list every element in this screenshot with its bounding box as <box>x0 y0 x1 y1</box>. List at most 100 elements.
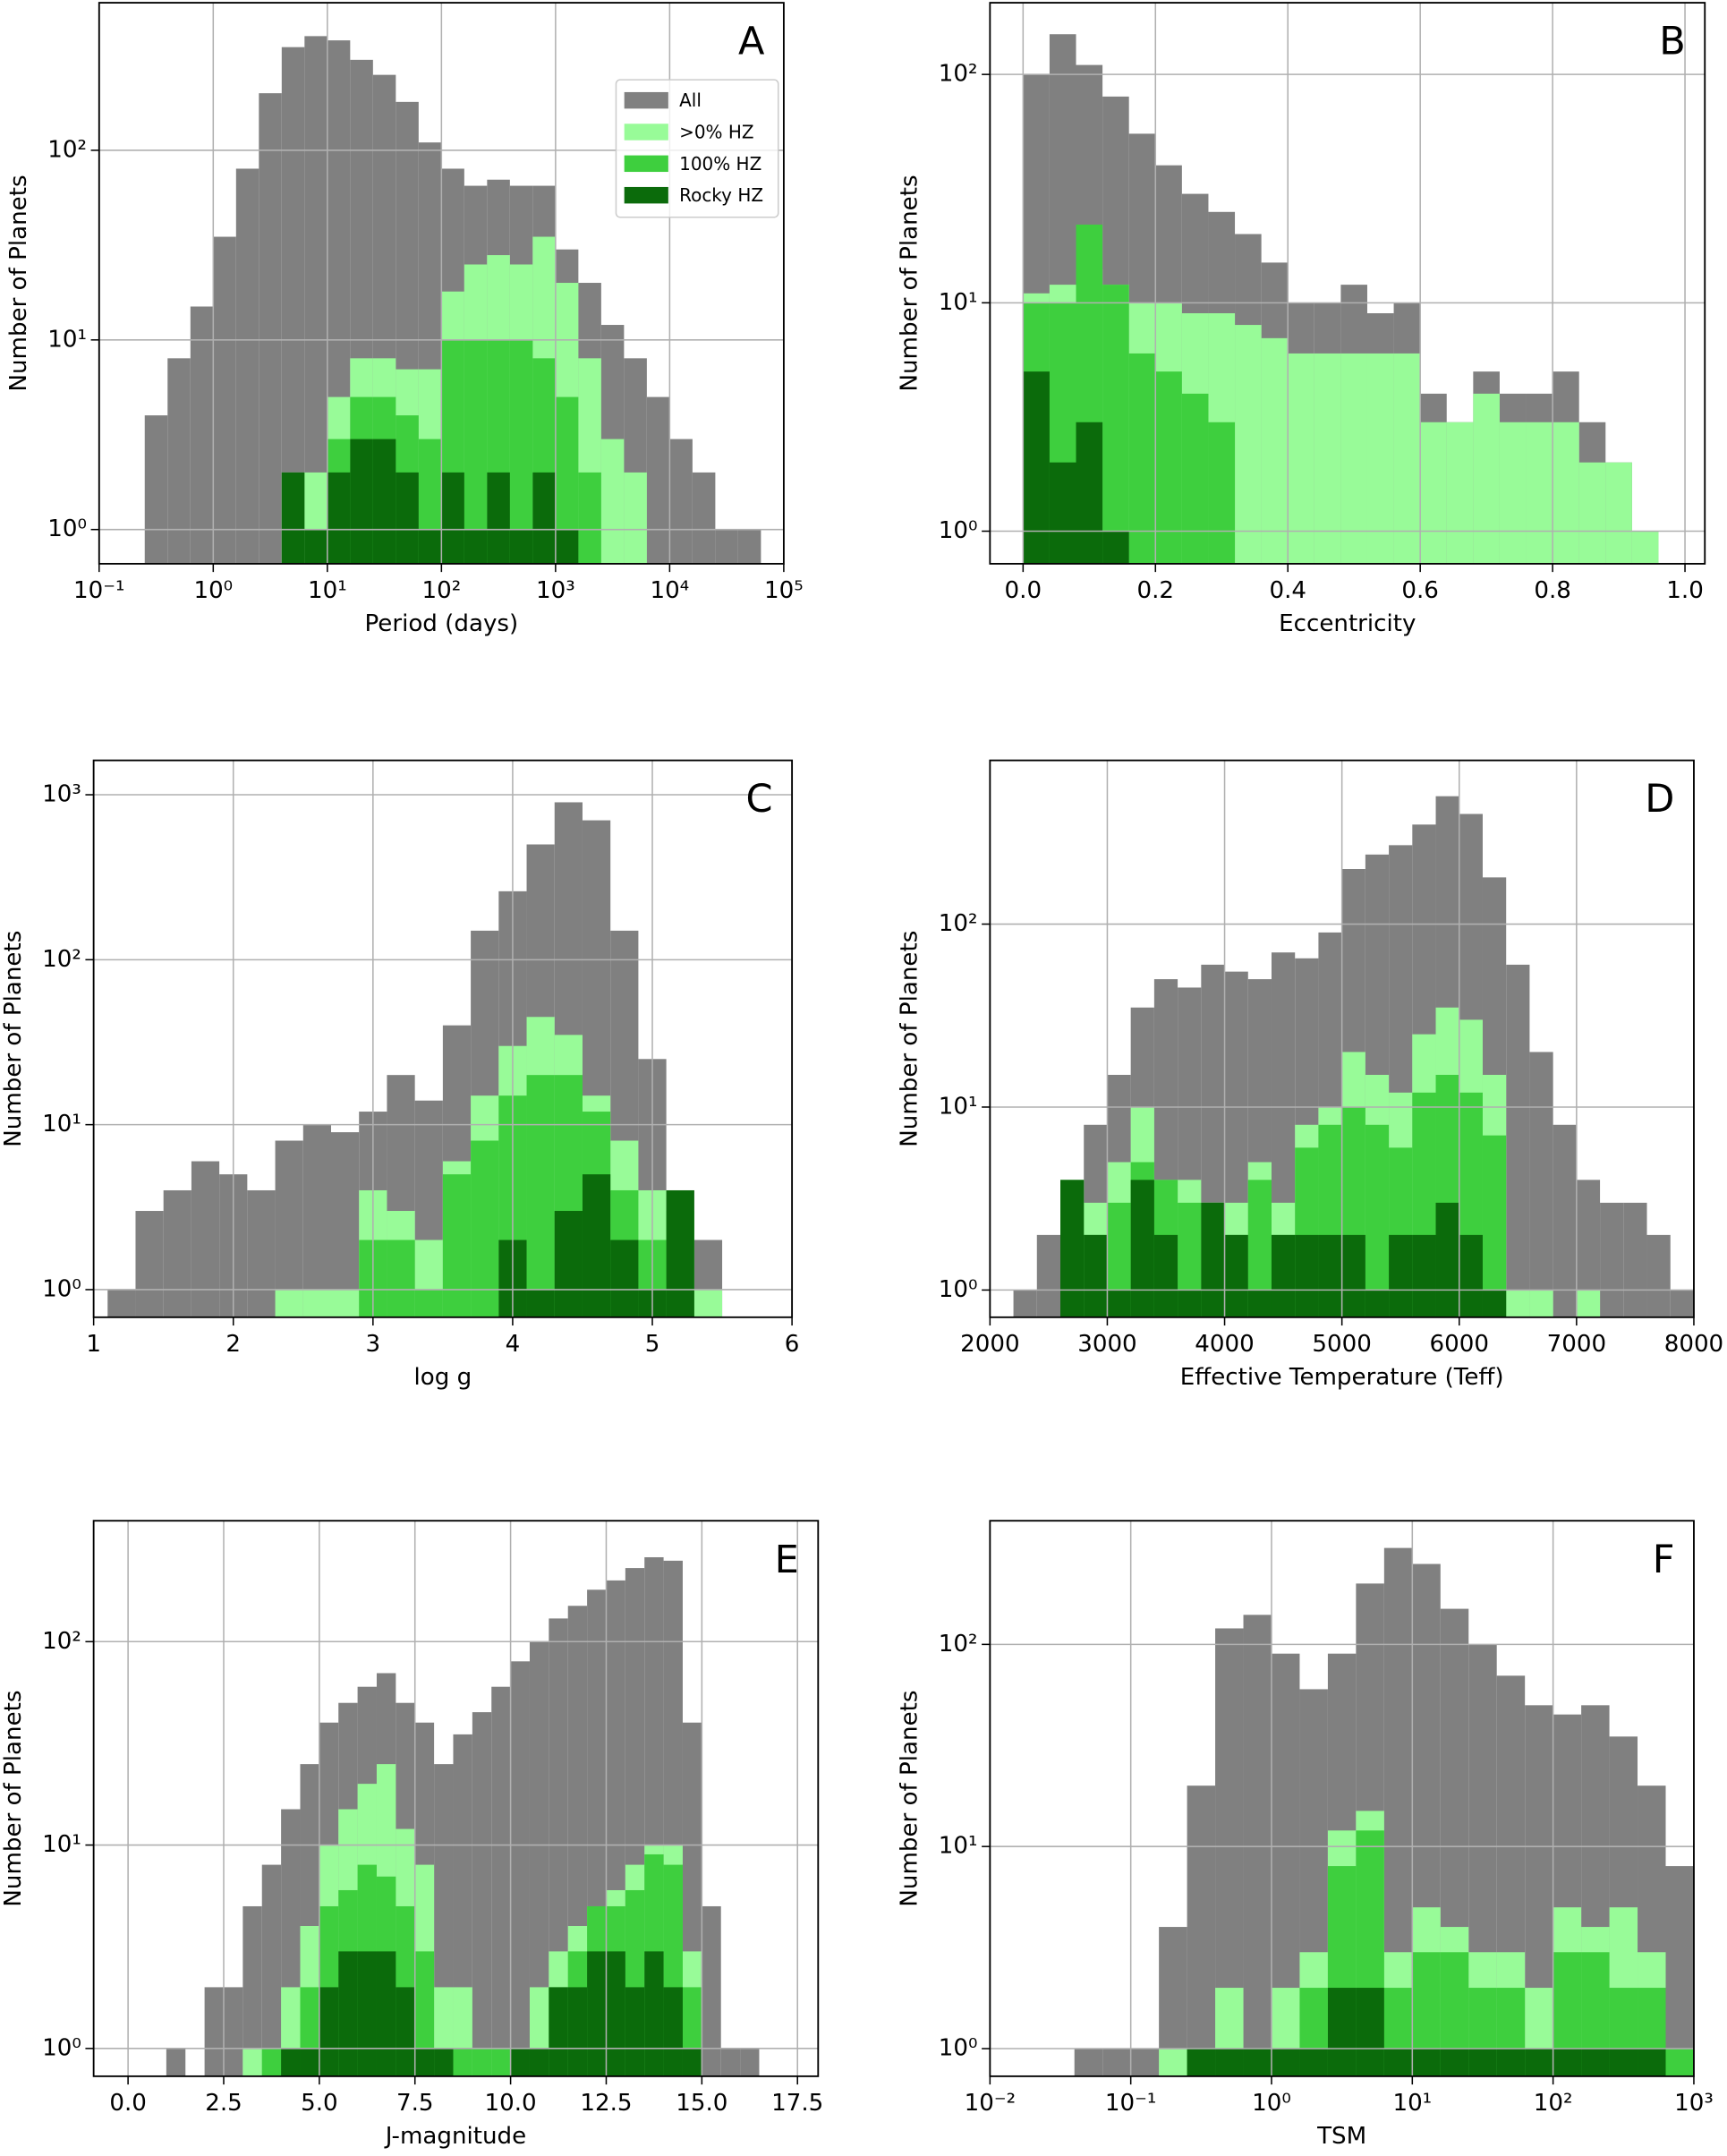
x-axis-label: J-magnitude <box>384 2123 526 2150</box>
histogram-bar <box>302 1124 332 1317</box>
histogram-bar <box>1076 422 1103 564</box>
y-tick-label: 10³ <box>42 781 81 808</box>
histogram-bar <box>1356 1988 1384 2076</box>
panel-label: B <box>1659 20 1686 64</box>
histogram-bar <box>1155 371 1182 564</box>
histogram-bar <box>1576 1290 1601 1317</box>
histogram-bar <box>1446 422 1474 564</box>
histogram-bar <box>1529 1290 1553 1317</box>
histogram-bar <box>487 472 510 564</box>
histogram-bar <box>1074 2049 1103 2076</box>
x-tick-label: 4 <box>506 1331 521 1358</box>
histogram-bar <box>1128 353 1156 564</box>
histogram-bar <box>1393 353 1421 564</box>
panel: 0.0 0.2 0.4 0.6 0.8 1.0 10⁰ 10¹ 10² B Eccentricity… <box>897 2 1706 637</box>
histogram-bar <box>1578 462 1606 564</box>
histogram-bar <box>107 1289 136 1317</box>
histogram-bar <box>1496 2049 1526 2076</box>
x-tick-label: 1 <box>86 1331 101 1358</box>
x-tick-label: 1.0 <box>1666 577 1704 604</box>
histogram-bar <box>1553 1124 1577 1317</box>
legend-label: >0% HZ <box>679 122 753 143</box>
x-tick-label: 3000 <box>1077 1331 1136 1358</box>
histogram-bar <box>453 2048 472 2076</box>
axes-frame <box>989 2 1706 565</box>
y-tick-label: 10¹ <box>939 1833 978 1860</box>
histogram-bar <box>624 472 647 564</box>
histogram-bar <box>1389 1234 1413 1317</box>
histogram-bar <box>1201 1202 1225 1317</box>
y-tick-label: 10¹ <box>939 289 978 316</box>
x-tick-label: 2.5 <box>205 2090 242 2117</box>
histogram-bar <box>1261 337 1289 564</box>
histogram-bar <box>529 2048 549 2076</box>
histogram-bar <box>1107 1290 1131 1317</box>
histogram-bar <box>1605 462 1632 564</box>
histogram-bar <box>261 2048 282 2076</box>
histogram-bar <box>1243 1615 1272 2076</box>
histogram-bar <box>666 1189 694 1317</box>
x-tick-label: 7.5 <box>396 2090 434 2117</box>
y-tick-label: 10² <box>42 946 81 973</box>
x-axis-label: log g <box>414 1364 472 1391</box>
x-tick-label: 10⁴ <box>651 577 690 604</box>
legend-label: All <box>679 89 702 111</box>
histogram-bar <box>1665 2049 1694 2076</box>
histogram-bar <box>1506 964 1530 1317</box>
x-axis-label: Effective Temperature (Teff) <box>1180 1364 1504 1391</box>
histogram-bar <box>582 1174 611 1317</box>
histogram-bar <box>692 472 716 564</box>
histogram-bar <box>235 168 259 564</box>
histogram-bar <box>275 1140 303 1317</box>
y-tick-label: 10² <box>47 136 87 163</box>
panel: 2000 3000 4000 5000 6000 7000 8000 10⁰ 10¹ 10² D Ef… <box>897 759 1723 1391</box>
histogram-bar <box>1102 285 1129 564</box>
y-tick-label: 10¹ <box>47 326 87 353</box>
histogram-bar <box>1187 1785 1216 2076</box>
histogram-bar <box>1224 1234 1248 1317</box>
histogram-bar <box>396 1987 415 2076</box>
histogram-bar <box>1243 2049 1272 2076</box>
histogram-bar <box>1631 531 1659 564</box>
histogram-bar <box>682 2048 702 2076</box>
y-axis-label: Number of Planets <box>897 175 923 391</box>
histogram-bar <box>1473 393 1500 564</box>
x-tick-label: 10⁻¹ <box>1105 2090 1156 2117</box>
histogram-bar <box>693 1289 723 1317</box>
x-tick-label: 0.6 <box>1401 577 1439 604</box>
y-tick-label: 10⁰ <box>47 516 87 542</box>
x-tick-label: 10² <box>421 577 461 604</box>
histogram-bar <box>578 472 601 564</box>
histogram-bar <box>442 1174 472 1317</box>
histogram-bar <box>1271 1234 1296 1317</box>
axes-frame <box>92 759 794 1318</box>
histogram-bar <box>1288 353 1314 564</box>
x-tick-label: 5 <box>645 1331 660 1358</box>
histogram-bar <box>1084 1234 1108 1317</box>
histogram-bar <box>1102 531 1129 564</box>
histogram-bar <box>1412 2049 1441 2076</box>
histogram-bar <box>464 339 488 564</box>
x-tick-label: 0.8 <box>1534 577 1571 604</box>
histogram-bar <box>526 1289 555 1317</box>
histogram-bar <box>644 1951 664 2076</box>
x-tick-label: 10⁵ <box>764 577 804 604</box>
histogram-bar <box>302 1289 332 1317</box>
x-tick-label: 10¹ <box>308 577 347 604</box>
y-axis-label: Number of Planets <box>897 1690 923 1906</box>
histogram-bar <box>331 1132 360 1317</box>
histogram-bar <box>1060 1180 1085 1317</box>
histogram-bar <box>166 2048 186 2076</box>
y-axis-label: Number of Planets <box>897 931 923 1147</box>
legend-swatch <box>624 124 668 141</box>
histogram-bar <box>1013 1290 1037 1317</box>
panel-label: D <box>1645 777 1674 822</box>
histogram-bar <box>1646 1234 1671 1317</box>
histogram-bar <box>1036 1234 1061 1317</box>
histogram-bar <box>1525 2049 1553 2076</box>
histogram-bar <box>1327 1988 1357 2076</box>
histogram-bar <box>625 1987 645 2076</box>
histogram-bar <box>1665 1866 1694 2076</box>
